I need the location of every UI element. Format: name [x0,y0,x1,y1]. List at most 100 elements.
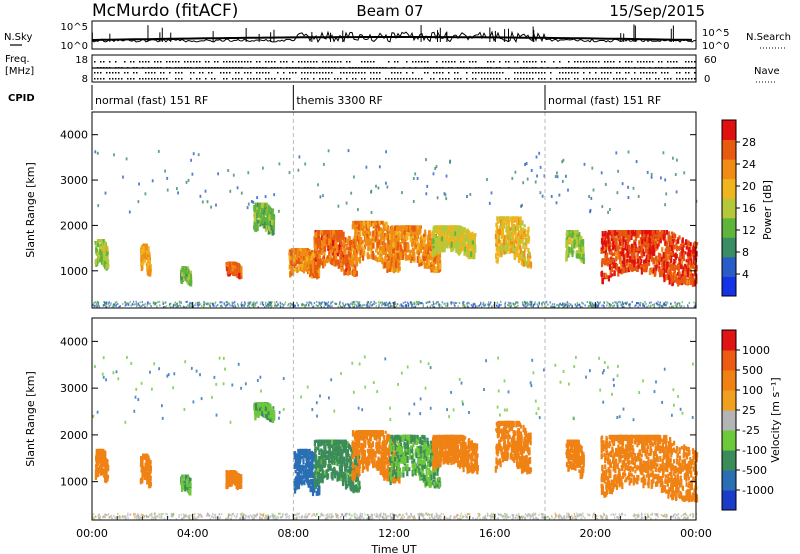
freq-dot [661,61,663,63]
clutter-cell [186,300,188,303]
data-cell [401,255,404,260]
data-cell [428,233,431,239]
data-cell [413,256,416,261]
data-cell [267,204,270,208]
clutter-cell [608,305,610,308]
clutter-cell [603,301,605,304]
cpid-row: normal (fast) 151 RF themis 3300 RF normal… [91,85,661,110]
freq-dot [325,72,327,74]
freq-dot [271,61,273,63]
freq-dot [628,61,630,63]
data-cell [263,217,266,225]
data-cell [339,233,342,239]
data-cell [451,225,454,232]
data-cell [347,260,350,265]
clutter-cell [267,305,270,308]
clutter-cell [236,303,239,306]
data-cell [334,260,337,267]
data-cell [507,235,510,241]
data-cell [403,252,406,256]
data-cell [685,239,688,245]
data-cell [97,252,100,259]
data-cell [380,238,383,246]
data-cell [437,264,440,271]
data-cell [254,206,257,214]
data-cell [607,262,610,266]
data-cell [107,259,110,266]
data-cell [146,268,149,276]
clutter-cell [106,301,108,304]
clutter-cell [591,303,593,306]
data-cell [495,222,498,228]
data-cell [424,250,427,255]
freq-dot [145,78,147,80]
data-cell [185,271,188,275]
data-cell [688,260,691,266]
data-cell [352,255,355,263]
clutter-cell [394,301,396,303]
data-cell [440,235,443,242]
data-cell [609,242,612,247]
data-cell [407,225,410,233]
freq-dot [301,61,303,63]
data-cell [358,257,361,262]
data-cell [671,279,674,286]
data-cell [612,265,615,269]
data-cell [466,228,469,233]
freq-dot [496,78,498,80]
data-cell [460,241,463,249]
data-cell [416,250,419,255]
data-cell [669,235,672,241]
data-cell [639,256,642,260]
freq-dot [451,61,453,63]
freq-dot [694,61,696,63]
data-cell [299,255,302,262]
data-cell [392,255,395,261]
data-cell [314,273,317,278]
data-cell [440,246,443,253]
data-cell [294,254,297,259]
data-cell [344,255,347,261]
freq-dot [484,78,486,80]
freq-dot [601,78,603,80]
data-cell [670,255,673,263]
freq-dot [433,72,435,74]
data-cell [328,242,331,249]
data-cell [678,271,681,279]
data-cell [315,231,318,236]
data-cell [670,276,673,283]
clutter-cell [553,303,556,306]
data-cell [264,203,267,208]
freq-dot [571,72,573,74]
data-cell [386,254,389,258]
data-cell [340,240,343,245]
freq-dot [364,61,366,63]
freq-dot [448,72,450,74]
data-cell [359,243,362,249]
freq-dot [148,72,150,74]
clutter-cell [311,303,313,306]
freq-dot [328,61,330,63]
freq-dot [385,78,387,80]
data-cell [334,248,337,253]
clutter-cell [228,302,230,305]
data-cell [271,220,274,224]
data-cell [641,248,644,255]
data-cell [146,250,149,258]
freq-dot [256,72,258,74]
data-cell [104,241,107,247]
data-cell [434,246,437,252]
data-cell [618,269,621,273]
freq-dot [526,78,528,80]
freq-dot [346,72,348,74]
data-cell [353,249,356,255]
freq-dot [355,72,357,74]
data-cell [412,248,415,254]
data-cell [455,237,458,242]
data-cell [369,231,372,237]
data-cell [436,258,439,264]
data-cell [149,270,152,277]
data-cell [99,239,102,243]
freq-dot [412,72,414,74]
clutter-cell [584,304,586,307]
